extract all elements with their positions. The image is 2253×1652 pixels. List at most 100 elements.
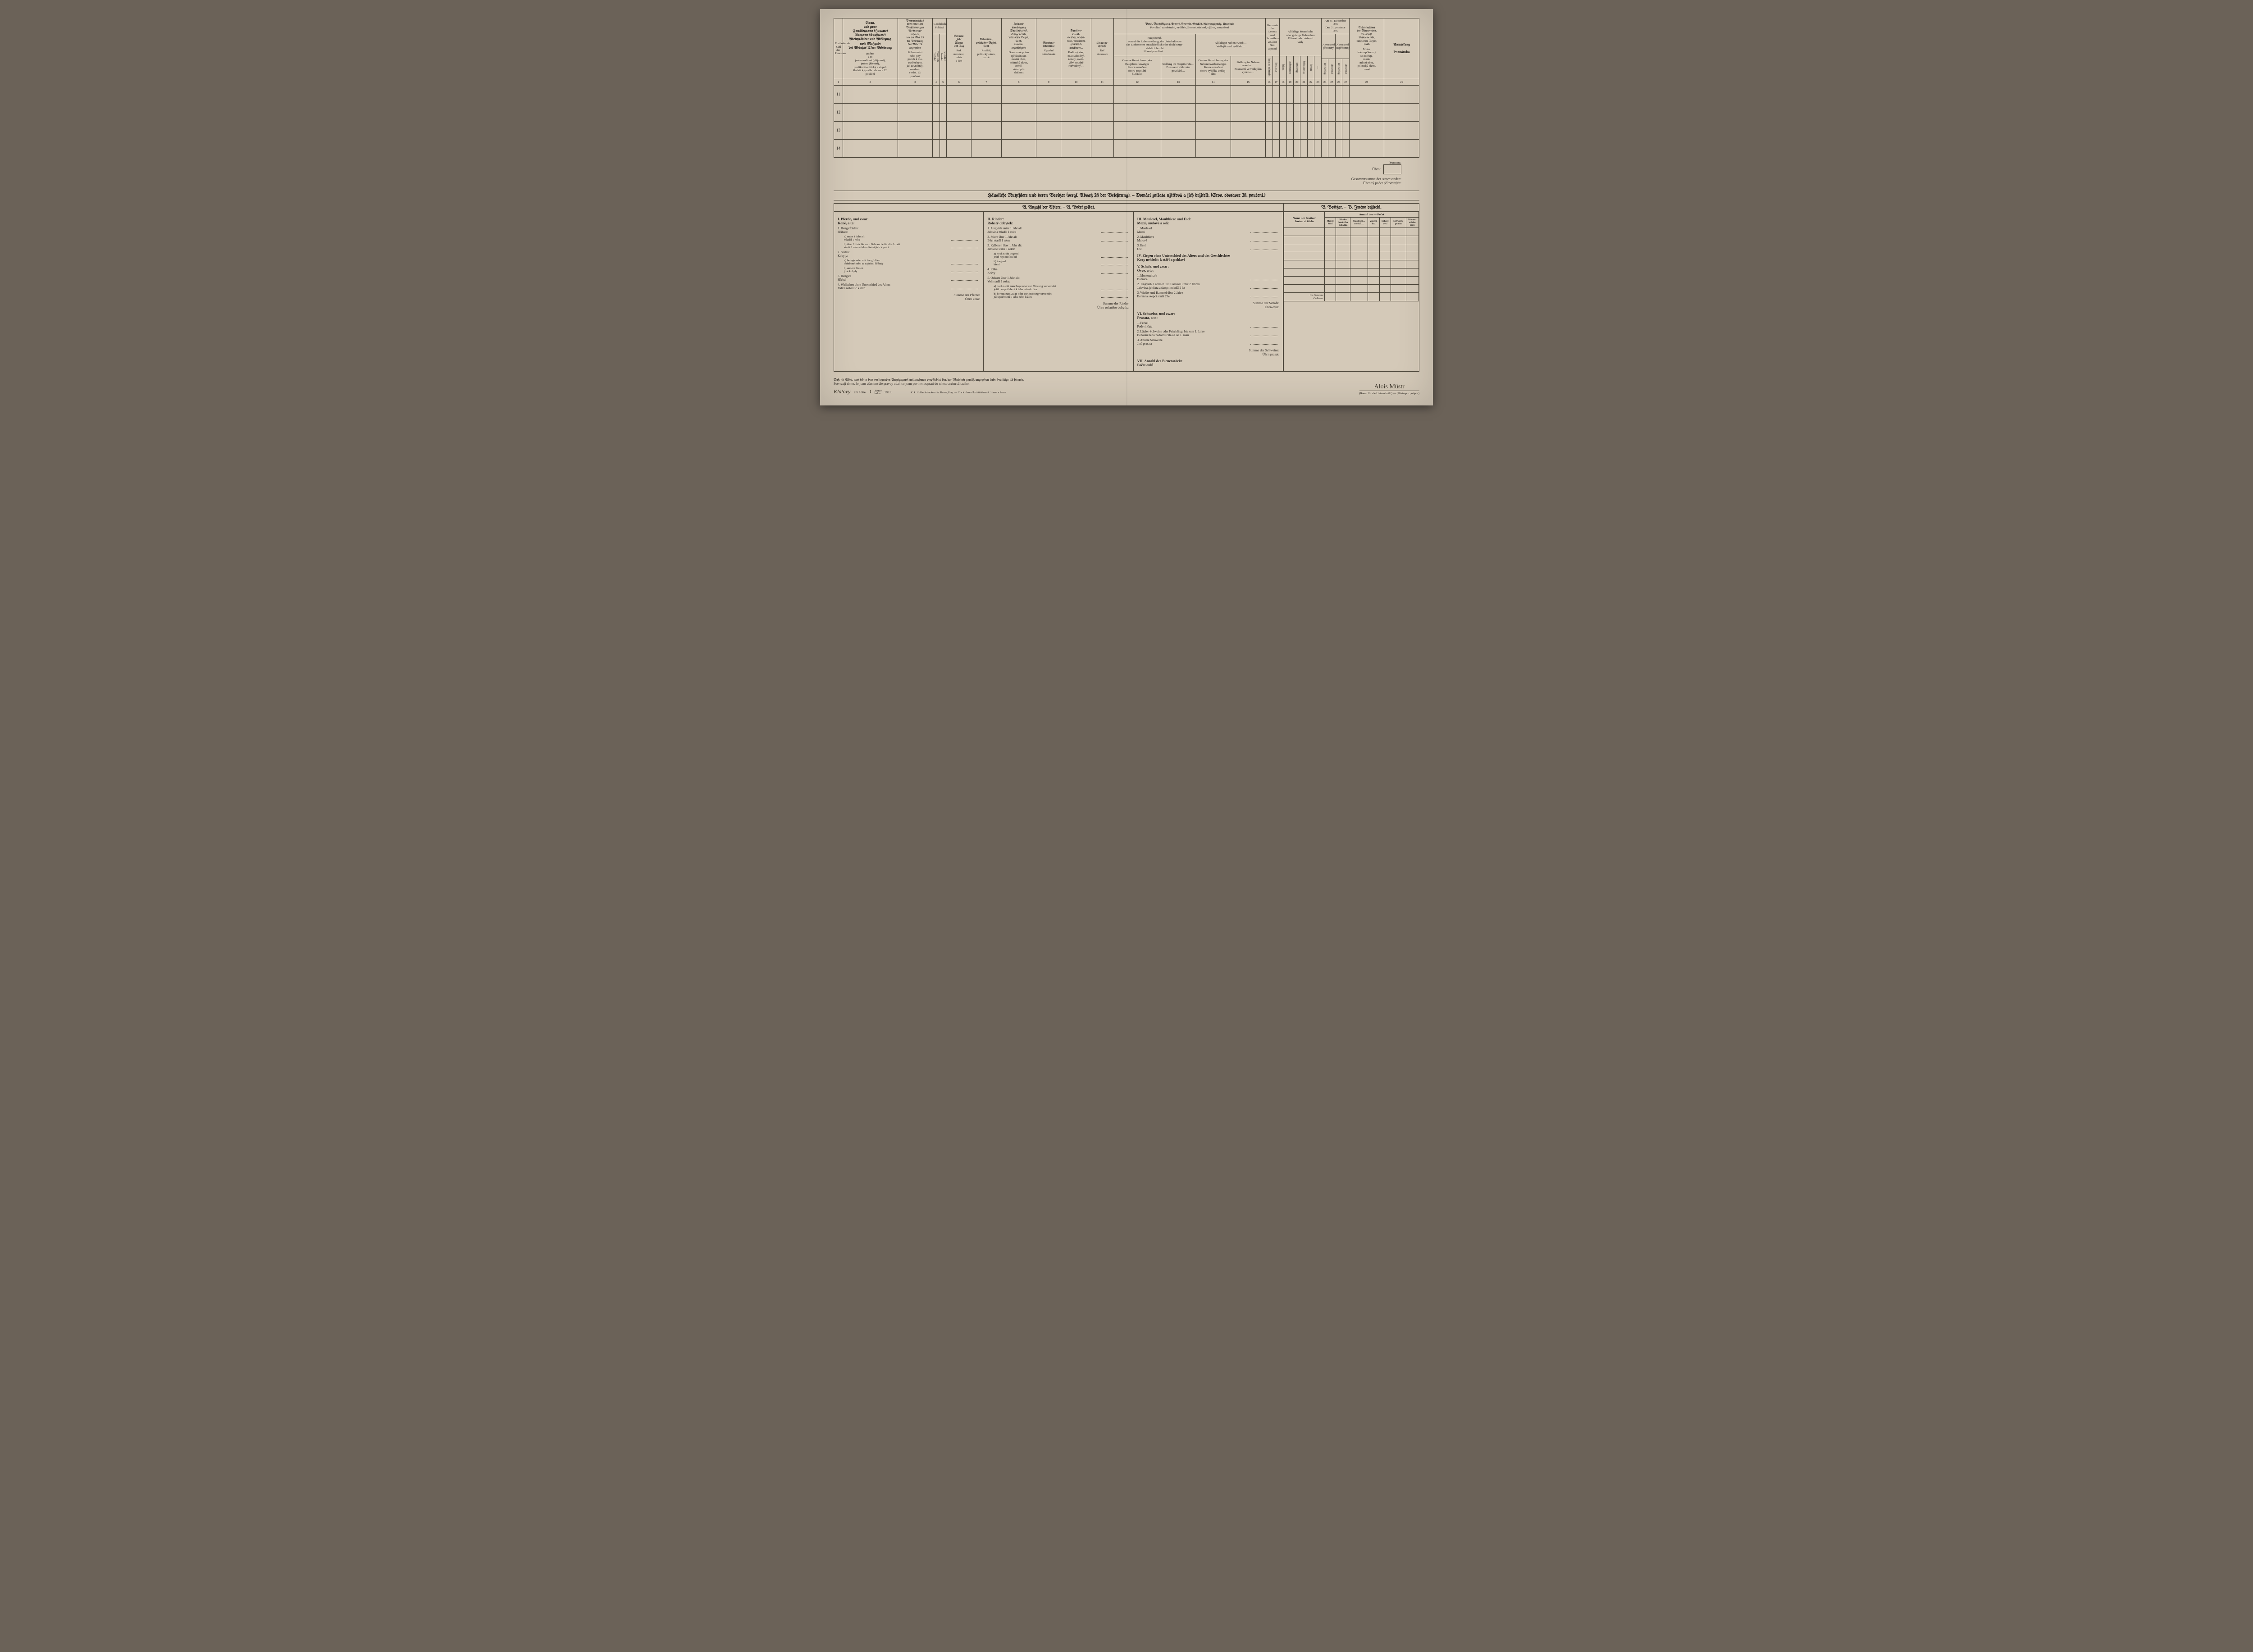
hdr-27: dauernd <box>1342 59 1350 79</box>
cell <box>1161 103 1195 121</box>
cell <box>1342 85 1350 103</box>
month: Jänner ledna <box>875 390 882 395</box>
cn-24: 24 <box>1321 79 1328 85</box>
cell <box>1321 85 1328 103</box>
cell <box>1349 139 1384 157</box>
cn-14: 14 <box>1196 79 1231 85</box>
cn-8: 8 <box>1001 79 1036 85</box>
cn-28: 28 <box>1349 79 1384 85</box>
cell <box>1335 85 1342 103</box>
cell <box>1196 103 1231 121</box>
cn-2: 2 <box>843 79 898 85</box>
I-2a: a) belegte oder mit Saugfohlen obřebené … <box>844 259 949 265</box>
cell <box>1001 139 1036 157</box>
cell <box>1286 85 1293 103</box>
owners-col: Schafe ovcí <box>1379 217 1391 228</box>
cell <box>947 103 971 121</box>
II-3a: a) noch nicht tragend ještě nejsoucí ste… <box>994 252 1099 259</box>
hdr-10-de: Familien- Stand, ob ledig, verhei- ratet… <box>1062 29 1090 50</box>
cell <box>1286 139 1293 157</box>
cell <box>1266 139 1272 157</box>
cat-III: III. Maulesel, Maulthiere und Esel: Mezc… <box>1137 217 1279 225</box>
cell <box>1061 85 1091 103</box>
cell <box>898 103 932 121</box>
cell <box>1280 103 1286 121</box>
grand-total: Gesammtsumme der Anwesenden: Úhrnný poče… <box>834 177 1401 185</box>
row-number: 11 <box>834 85 843 103</box>
hdr-occ-de: Beruf, Beschäftigung, Erwerb, Gewerbe, G… <box>1115 23 1264 26</box>
II-2: 2. Stiere über 1 Jahr alt Býci starší 1 … <box>987 235 1099 242</box>
cn-9: 9 <box>1036 79 1061 85</box>
owners-col: Pferde koní <box>1325 217 1336 228</box>
livestock-col-III-VII: III. Maulesel, Maulthiere und Esel: Mezc… <box>1134 212 1283 371</box>
printer: K. k. Hofbuchdruckerei A. Haase, Prag. —… <box>911 391 1007 394</box>
hdr-6-de: Geburts- Jahr, Monat und Tag <box>948 35 970 48</box>
table-row: 11 <box>834 85 1419 103</box>
hdr-9: Glaubens- bekenntnis Vyznání náboženské <box>1036 18 1061 79</box>
VI-sum: Summe der Schweine: Úhrn prasat: <box>1137 348 1279 356</box>
cell <box>1342 121 1350 139</box>
II-3: 3. Kalbinen über 1 Jahr alt: Jalovice st… <box>987 244 1129 251</box>
hdr-14top: Allfälliger Nebenerwerb… Vedlejší snad v… <box>1196 34 1266 56</box>
cn-11: 11 <box>1091 79 1113 85</box>
cell <box>1266 103 1272 121</box>
hdr-28-de: Aufenthaltsort des Abwesenden, Ortschaft… <box>1350 26 1383 46</box>
date-label: am / dne <box>854 390 866 394</box>
hdr-3-de: Verwandtschaft oder sonstiges Verhältnis… <box>899 19 931 50</box>
cell <box>1280 85 1286 103</box>
II-5a: a) noch nicht zum Zuge oder zur Mästung … <box>994 285 1099 291</box>
cell <box>1036 103 1061 121</box>
III-3: 3. Esel Osli <box>1137 244 1249 251</box>
row-number: 13 <box>834 121 843 139</box>
summary-box <box>1383 164 1401 174</box>
hdr-5: weiblich ženské <box>940 34 947 79</box>
table-row: 12 <box>834 103 1419 121</box>
cell <box>1384 121 1419 139</box>
cat-V: V. Schafe, und zwar: Ovce, a to: <box>1137 264 1279 273</box>
declaration: Daß ich Alles, was ich in dem vorliegend… <box>834 378 1024 395</box>
hdr-8-cz: Domovské právo (příslušnost), místní obe… <box>1003 51 1035 74</box>
cn-15: 15 <box>1231 79 1265 85</box>
owners-col: Schweine prasat <box>1391 217 1406 228</box>
hdr-25: dauernd <box>1328 59 1335 79</box>
cn-29: 29 <box>1384 79 1419 85</box>
cell <box>1321 121 1328 139</box>
cell <box>1328 121 1335 139</box>
cell <box>843 121 898 139</box>
owners-count-hdr: Anzahl der — Počet <box>1325 212 1419 217</box>
cn-10: 10 <box>1061 79 1091 85</box>
census-table: Fortlaufende Zahl der Personen Name, und… <box>834 18 1419 158</box>
cn-23: 23 <box>1314 79 1322 85</box>
cell <box>1091 103 1113 121</box>
cell <box>1294 85 1300 103</box>
V-2: 2. Jungvieh, Lämmer und Hammel unter 2 J… <box>1137 282 1249 290</box>
cell <box>933 85 940 103</box>
II-3b: b) tragend březí <box>994 260 1099 266</box>
cell <box>1328 139 1335 157</box>
cell <box>1231 139 1265 157</box>
hdr-9-cz: Vyznání náboženské <box>1037 49 1060 56</box>
cell <box>1061 103 1091 121</box>
hdr-11-de: Umgangs- sprache <box>1092 41 1113 48</box>
hdr-26: zeitweilig <box>1335 59 1342 79</box>
cell <box>1321 139 1328 157</box>
cell <box>1196 139 1231 157</box>
cell <box>1384 139 1419 157</box>
cell <box>1294 103 1300 121</box>
hdr-8: Heimats- berechtigung (Zuständigkeit), O… <box>1001 18 1036 79</box>
hdr-29-de: Anmerkung <box>1385 43 1418 47</box>
hdr-29: Anmerkung Poznámka <box>1384 18 1419 79</box>
I-1b: b) über 1 Jahr bis zum Gebrauche für die… <box>844 243 949 249</box>
cell <box>1314 85 1322 103</box>
cell <box>1335 121 1342 139</box>
hdr-17: liest nur <box>1272 56 1280 79</box>
owners-name-hdr: Name der Besitzer Jméno držitelů <box>1284 212 1325 228</box>
cell <box>1161 85 1195 103</box>
hdr-12: Hauptberuf, worauf die Lebensstellung, d… <box>1113 34 1196 56</box>
hdr-occ-cz: Povolání, zaměstnání, výdělek, živnost, … <box>1115 26 1264 29</box>
cn-3: 3 <box>898 79 932 85</box>
row-number: 12 <box>834 103 843 121</box>
hdr-6-cz: Rok narození, měsíc a den <box>948 49 970 63</box>
cn-12: 12 <box>1113 79 1161 85</box>
table-row: 13 <box>834 121 1419 139</box>
